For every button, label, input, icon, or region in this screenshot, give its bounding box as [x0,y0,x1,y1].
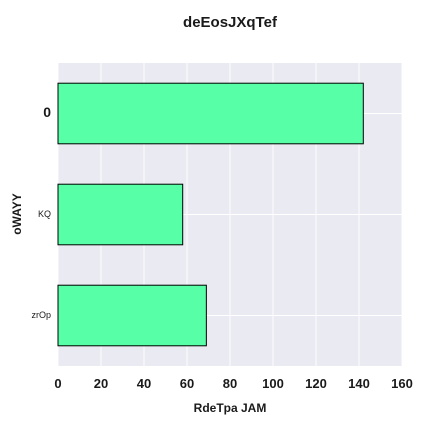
bar-KQ [57,183,184,246]
x-tick-label: 20 [94,376,108,391]
y-tick-label: zrOp [31,310,51,320]
bar-zrOp [57,284,207,347]
x-tick-label: 120 [305,376,327,391]
bar-0 [57,82,364,145]
y-tick-labels: 0 KQ zrOp [31,104,51,320]
x-tick-label: 100 [262,376,284,391]
y-axis-label: oWAYY [10,193,24,235]
y-tick-label: KQ [38,209,51,219]
x-axis-label: RdeTpa JAM [194,401,267,415]
bars [57,82,364,347]
x-tick-label: 140 [348,376,370,391]
x-tick-label: 80 [223,376,237,391]
x-tick-label: 60 [180,376,194,391]
y-tick-label: 0 [43,104,51,120]
x-tick-labels: 0 20 40 60 80 100 120 140 160 [54,376,412,391]
x-tick-label: 0 [54,376,61,391]
chart-title: deEosJXqTef [183,14,278,31]
x-tick-label: 40 [137,376,151,391]
x-tick-label: 160 [391,376,413,391]
